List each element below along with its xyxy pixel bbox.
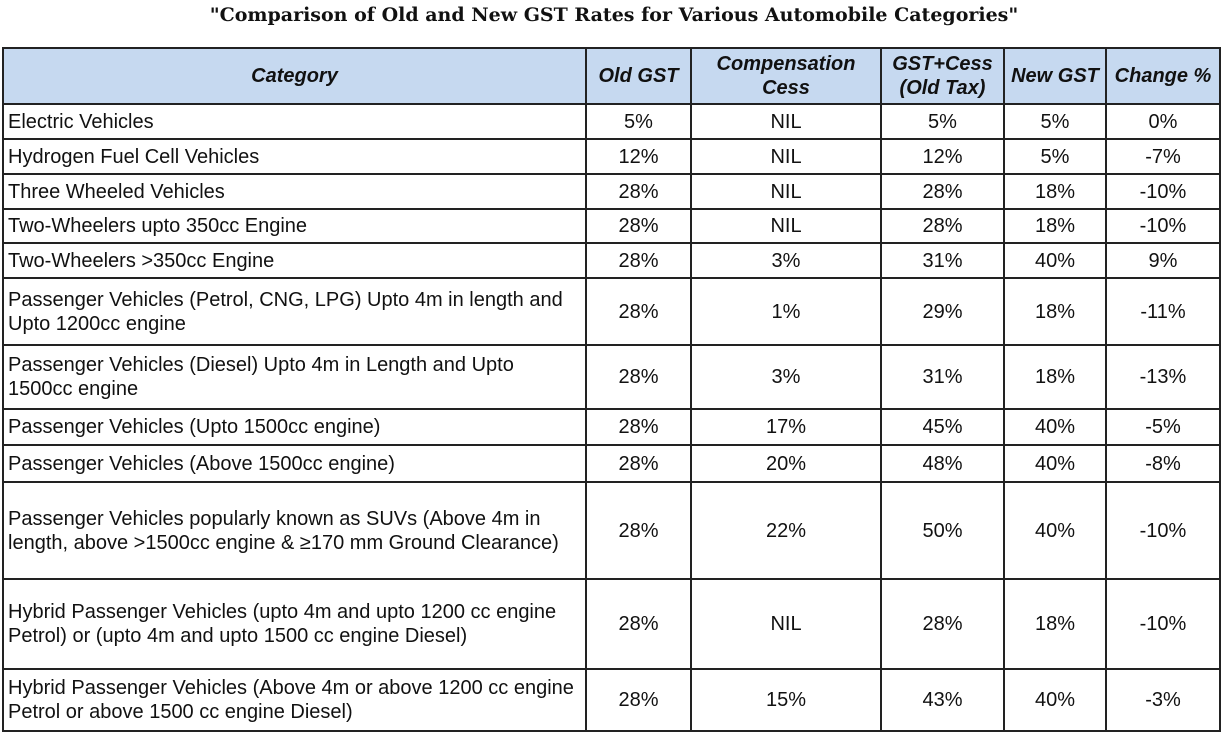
cell-gst-cess-old-tax: 5% <box>880 103 1005 140</box>
cell-new-gst: 40% <box>1003 668 1107 732</box>
cell-old-gst: 28% <box>585 578 692 670</box>
table-row: Hydrogen Fuel Cell Vehicles 12% NIL 12% 5% -7… <box>2 138 1221 175</box>
cell-compensation-cess: 1% <box>690 277 882 346</box>
cell-change-percent: 0% <box>1105 103 1221 140</box>
cell-category: Hydrogen Fuel Cell Vehicles <box>2 138 587 175</box>
cell-change-percent: -13% <box>1105 344 1221 410</box>
cell-change-percent: -10% <box>1105 173 1221 210</box>
table-row: Passenger Vehicles (Diesel) Upto 4m in L… <box>2 344 1221 410</box>
cell-old-gst: 28% <box>585 668 692 732</box>
cell-compensation-cess: NIL <box>690 578 882 670</box>
cell-gst-cess-old-tax: 28% <box>880 173 1005 210</box>
cell-gst-cess-old-tax: 28% <box>880 578 1005 670</box>
table-row: Passenger Vehicles (Petrol, CNG, LPG) Up… <box>2 277 1221 346</box>
cell-change-percent: -10% <box>1105 208 1221 244</box>
cell-new-gst: 40% <box>1003 408 1107 446</box>
cell-new-gst: 40% <box>1003 444 1107 483</box>
cell-gst-cess-old-tax: 31% <box>880 344 1005 410</box>
cell-new-gst: 5% <box>1003 138 1107 175</box>
table-row: Passenger Vehicles (Upto 1500cc engine) 2… <box>2 408 1221 446</box>
table-row: Passenger Vehicles popularly known as SU… <box>2 481 1221 580</box>
cell-category: Passenger Vehicles popularly known as SU… <box>2 481 587 580</box>
cell-compensation-cess: 3% <box>690 242 882 279</box>
header-new-gst: New GST <box>1003 47 1107 105</box>
cell-category: Passenger Vehicles (Diesel) Upto 4m in L… <box>2 344 587 410</box>
cell-gst-cess-old-tax: 31% <box>880 242 1005 279</box>
cell-new-gst: 40% <box>1003 481 1107 580</box>
cell-new-gst: 18% <box>1003 578 1107 670</box>
cell-compensation-cess: NIL <box>690 173 882 210</box>
gst-comparison-table: Category Old GST Compensation Cess GST+Cess… <box>2 47 1221 732</box>
cell-compensation-cess: 22% <box>690 481 882 580</box>
cell-old-gst: 28% <box>585 344 692 410</box>
cell-old-gst: 12% <box>585 138 692 175</box>
table-row: Hybrid Passenger Vehicles (upto 4m and u… <box>2 578 1221 670</box>
cell-change-percent: 9% <box>1105 242 1221 279</box>
cell-compensation-cess: 15% <box>690 668 882 732</box>
cell-compensation-cess: 3% <box>690 344 882 410</box>
cell-change-percent: -10% <box>1105 481 1221 580</box>
cell-compensation-cess: NIL <box>690 103 882 140</box>
header-gst-cess-old-tax: GST+Cess (Old Tax) <box>880 47 1005 105</box>
cell-category: Three Wheeled Vehicles <box>2 173 587 210</box>
cell-change-percent: -10% <box>1105 578 1221 670</box>
table-row: Electric Vehicles 5% NIL 5% 5% 0% <box>2 103 1221 140</box>
cell-new-gst: 18% <box>1003 208 1107 244</box>
header-category: Category <box>2 47 587 105</box>
cell-category: Passenger Vehicles (Above 1500cc engine) <box>2 444 587 483</box>
cell-category: Hybrid Passenger Vehicles (Above 4m or a… <box>2 668 587 732</box>
header-compensation-cess: Compensation Cess <box>690 47 882 105</box>
cell-change-percent: -3% <box>1105 668 1221 732</box>
cell-change-percent: -5% <box>1105 408 1221 446</box>
cell-compensation-cess: 17% <box>690 408 882 446</box>
cell-gst-cess-old-tax: 29% <box>880 277 1005 346</box>
cell-category: Two-Wheelers upto 350cc Engine <box>2 208 587 244</box>
cell-old-gst: 28% <box>585 208 692 244</box>
cell-new-gst: 18% <box>1003 344 1107 410</box>
page-title: "Comparison of Old and New GST Rates for… <box>209 4 1019 26</box>
cell-gst-cess-old-tax: 48% <box>880 444 1005 483</box>
cell-gst-cess-old-tax: 45% <box>880 408 1005 446</box>
cell-gst-cess-old-tax: 43% <box>880 668 1005 732</box>
cell-change-percent: -11% <box>1105 277 1221 346</box>
cell-compensation-cess: 20% <box>690 444 882 483</box>
cell-category: Hybrid Passenger Vehicles (upto 4m and u… <box>2 578 587 670</box>
cell-old-gst: 28% <box>585 481 692 580</box>
table-row: Three Wheeled Vehicles 28% NIL 28% 18% -10% <box>2 173 1221 210</box>
table-row: Passenger Vehicles (Above 1500cc engine)… <box>2 444 1221 483</box>
cell-category: Passenger Vehicles (Upto 1500cc engine) <box>2 408 587 446</box>
cell-old-gst: 5% <box>585 103 692 140</box>
cell-new-gst: 40% <box>1003 242 1107 279</box>
cell-old-gst: 28% <box>585 242 692 279</box>
cell-old-gst: 28% <box>585 444 692 483</box>
cell-old-gst: 28% <box>585 277 692 346</box>
header-old-gst: Old GST <box>585 47 692 105</box>
cell-gst-cess-old-tax: 50% <box>880 481 1005 580</box>
cell-new-gst: 5% <box>1003 103 1107 140</box>
cell-new-gst: 18% <box>1003 173 1107 210</box>
table-row: Two-Wheelers upto 350cc Engine 28% NIL 28% 1… <box>2 208 1221 244</box>
header-change-percent: Change % <box>1105 47 1221 105</box>
cell-category: Electric Vehicles <box>2 103 587 140</box>
cell-compensation-cess: NIL <box>690 208 882 244</box>
table-row: Two-Wheelers >350cc Engine 28% 3% 31% 40% 9% <box>2 242 1221 279</box>
cell-change-percent: -8% <box>1105 444 1221 483</box>
cell-compensation-cess: NIL <box>690 138 882 175</box>
cell-gst-cess-old-tax: 12% <box>880 138 1005 175</box>
cell-new-gst: 18% <box>1003 277 1107 346</box>
cell-old-gst: 28% <box>585 173 692 210</box>
table-row: Hybrid Passenger Vehicles (Above 4m or a… <box>2 668 1221 732</box>
cell-gst-cess-old-tax: 28% <box>880 208 1005 244</box>
header-row: Category Old GST Compensation Cess GST+Cess… <box>2 47 1221 105</box>
cell-change-percent: -7% <box>1105 138 1221 175</box>
cell-category: Two-Wheelers >350cc Engine <box>2 242 587 279</box>
cell-category: Passenger Vehicles (Petrol, CNG, LPG) Up… <box>2 277 587 346</box>
cell-old-gst: 28% <box>585 408 692 446</box>
